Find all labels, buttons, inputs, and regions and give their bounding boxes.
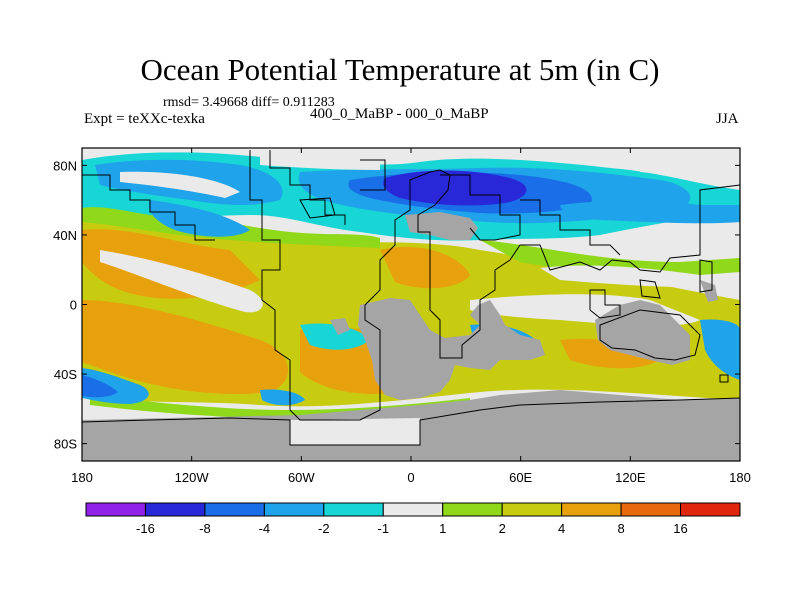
colorbar-label: 16	[673, 521, 687, 536]
colorbar-swatch	[204, 502, 265, 517]
colorbar-swatch	[620, 502, 682, 517]
lat-tick-label: 80N	[53, 158, 77, 173]
lat-tick-label: 40N	[53, 228, 77, 243]
colorbar-swatch	[263, 502, 325, 517]
colorbar-label: 4	[558, 521, 565, 536]
map-title: Ocean Potential Temperature at 5m (in C)	[140, 52, 660, 87]
colorbar-labels: -16 -8 -4 -2 -1 1 2 4 8 16	[136, 521, 688, 536]
lon-tick-label: 120E	[615, 470, 646, 485]
axis-labels: 180 120W 60W 0 60E 120E 180 80N 40N 0 40S 80S	[53, 158, 751, 485]
axis-ticks	[81, 148, 741, 461]
colorbar-swatch	[85, 502, 146, 517]
colorbar-swatch	[323, 502, 384, 517]
colorbar-swatch	[442, 502, 503, 517]
colorbar-swatch	[144, 502, 206, 517]
season-label: JJA	[716, 111, 739, 127]
period-label: 400_0_MaBP - 000_0_MaBP	[310, 106, 489, 122]
map-field	[82, 148, 740, 461]
colorbar-swatch	[680, 502, 741, 517]
colorbar-label: 1	[439, 521, 446, 536]
colorbar-label: -8	[199, 521, 211, 536]
experiment-label: Expt = teXXc-texka	[84, 111, 205, 127]
rmsd-diff-stats: rmsd= 3.49668 diff= 0.911283	[163, 95, 335, 110]
colorbar-label: 8	[617, 521, 624, 536]
lon-tick-label: 180	[71, 470, 93, 485]
colorbar-swatch	[382, 502, 444, 517]
coastlines	[82, 150, 740, 446]
colorbar	[85, 502, 741, 517]
colorbar-label: -2	[318, 521, 330, 536]
colorbar-swatch	[501, 502, 563, 517]
colorbar-label: -16	[136, 521, 155, 536]
lat-tick-label: 0	[70, 298, 77, 313]
lat-tick-label: 40S	[54, 367, 77, 382]
colorbar-label: -4	[259, 521, 271, 536]
lon-tick-label: 120W	[175, 470, 210, 485]
lon-tick-label: 0	[407, 470, 414, 485]
lat-tick-label: 80S	[54, 437, 77, 452]
colorbar-swatch	[561, 502, 622, 517]
lon-tick-label: 60E	[509, 470, 532, 485]
lon-tick-label: 180	[729, 470, 751, 485]
colorbar-label: 2	[499, 521, 506, 536]
colorbar-label: -1	[377, 521, 389, 536]
lon-tick-label: 60W	[288, 470, 315, 485]
